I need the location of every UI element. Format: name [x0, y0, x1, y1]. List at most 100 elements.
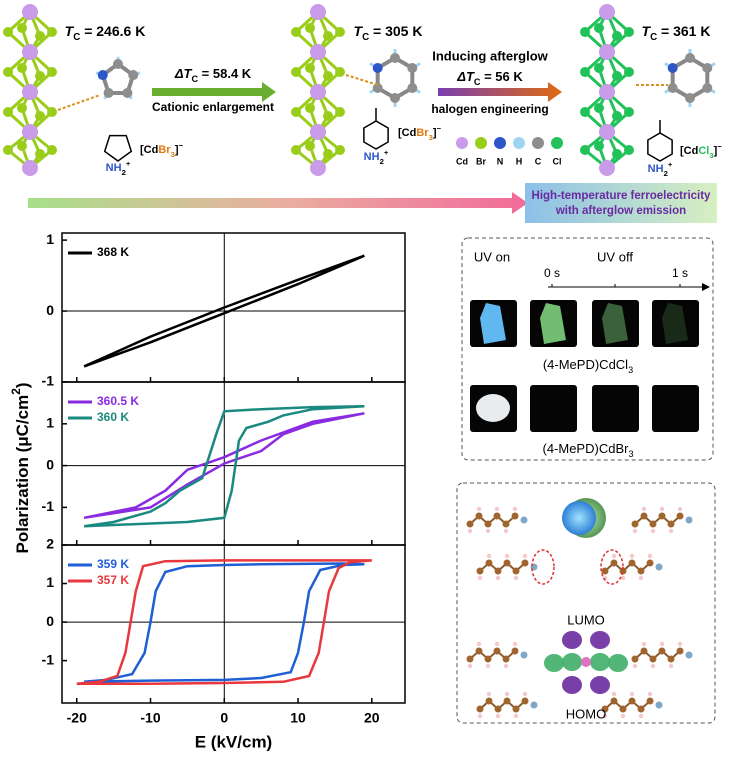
n-atom [520, 516, 528, 524]
legend-label: 360 K [97, 410, 129, 424]
atom-legend-label: H [516, 156, 523, 166]
halogen-atom [35, 111, 45, 121]
halogen-atom [624, 145, 634, 155]
tc-label-part: = 305 K [369, 23, 422, 39]
c-atom [631, 520, 639, 528]
time-label: 1 s [672, 266, 688, 280]
n-atom [372, 63, 383, 73]
c-atom [485, 697, 493, 705]
halogen-atom [612, 71, 622, 81]
h-atom [650, 528, 656, 534]
atom-legend-ball [551, 137, 563, 149]
y-tick-label: 1 [46, 574, 54, 590]
h-atom [467, 528, 473, 534]
ammonium-label-part: N [648, 163, 656, 175]
loop-line [83, 412, 365, 520]
y-tick-label: -1 [42, 498, 55, 514]
h-atom [632, 528, 638, 534]
halogen-atom [305, 63, 315, 73]
x-tick-label: -20 [67, 710, 87, 726]
c-atom [475, 512, 483, 520]
y-tick-label: 0 [46, 613, 54, 629]
atom-legend-label: Cl [553, 156, 562, 166]
photo [652, 300, 699, 347]
cd-atom [310, 160, 326, 176]
legend-label: 357 K [97, 573, 129, 587]
h-atom [495, 713, 501, 719]
anion-label-part: − [437, 124, 442, 133]
h-atom [485, 663, 491, 669]
halogen-atom [47, 107, 57, 117]
c-atom [494, 567, 502, 575]
c-atom [372, 83, 383, 93]
cd-atom [22, 124, 38, 140]
h-atom [495, 575, 501, 581]
halogen-atom [580, 27, 590, 37]
step-label: Cationic enlargement [152, 100, 274, 114]
loop-line [76, 559, 372, 685]
halogen-atom [3, 107, 13, 117]
photo [592, 385, 639, 432]
c-atom [466, 655, 474, 663]
n-atom [97, 70, 108, 81]
halogen-atom [291, 27, 301, 37]
schematic: NH2+NH2+NH2+[CdBr3]−[CdBr3]−[CdCl3]−TC =… [3, 4, 722, 223]
c-atom [475, 647, 483, 655]
anion-label: [CdBr3]− [398, 124, 442, 142]
h-atom [629, 553, 635, 559]
anion-label-part: − [717, 142, 722, 151]
halogen-atom [594, 141, 604, 151]
h-atom [668, 528, 674, 534]
h-bond [57, 94, 101, 111]
c-atom [667, 83, 678, 93]
legend-label: 368 K [97, 245, 129, 259]
tc-label-part: C [474, 77, 481, 87]
y-axis-label-part: ) [13, 383, 32, 389]
n-atom [530, 701, 538, 709]
halogen-atom [594, 63, 604, 73]
homo-label: HOMO [566, 706, 606, 721]
halogen-atom [323, 31, 333, 41]
h-atom [512, 506, 518, 512]
anion-label-part: Br [158, 144, 171, 156]
crystal [662, 303, 688, 344]
c-atom [390, 93, 400, 103]
h-atom [486, 553, 492, 559]
legend-label: 359 K [97, 557, 129, 571]
tc-label-part: T [65, 23, 75, 39]
h-atom [513, 713, 519, 719]
halogen-atom [305, 141, 315, 151]
c-atom [511, 647, 519, 655]
h-atom [638, 713, 644, 719]
h-atom [476, 506, 482, 512]
anion-label-part: 3 [709, 151, 713, 160]
halogen-atom [17, 103, 27, 113]
x-axis-label: E (kV/cm) [195, 732, 272, 751]
halogen-atom [17, 23, 27, 33]
halogen-atom [323, 111, 333, 121]
photo [530, 385, 577, 432]
c-atom [494, 705, 502, 713]
anion-label-part: ] [433, 127, 437, 139]
halogen-atom [624, 107, 634, 117]
halogen-atom [624, 67, 634, 77]
c-atom [640, 647, 648, 655]
c-atom [103, 87, 114, 98]
h-atom [677, 506, 683, 512]
halogen-atom [47, 145, 57, 155]
c-atom [676, 647, 684, 655]
n-atom [685, 651, 693, 659]
h-atom [485, 528, 491, 534]
arrow [152, 82, 276, 102]
orbital-lobe [562, 501, 596, 535]
photo [652, 385, 699, 432]
halogen-atom [35, 149, 45, 159]
h-atom [503, 528, 509, 534]
y-tick-label: 0 [46, 456, 54, 472]
h-atom [512, 641, 518, 647]
halogen-atom [291, 107, 301, 117]
h-atom [477, 713, 483, 719]
x-tick-label: 0 [220, 710, 228, 726]
h-atom [632, 663, 638, 669]
